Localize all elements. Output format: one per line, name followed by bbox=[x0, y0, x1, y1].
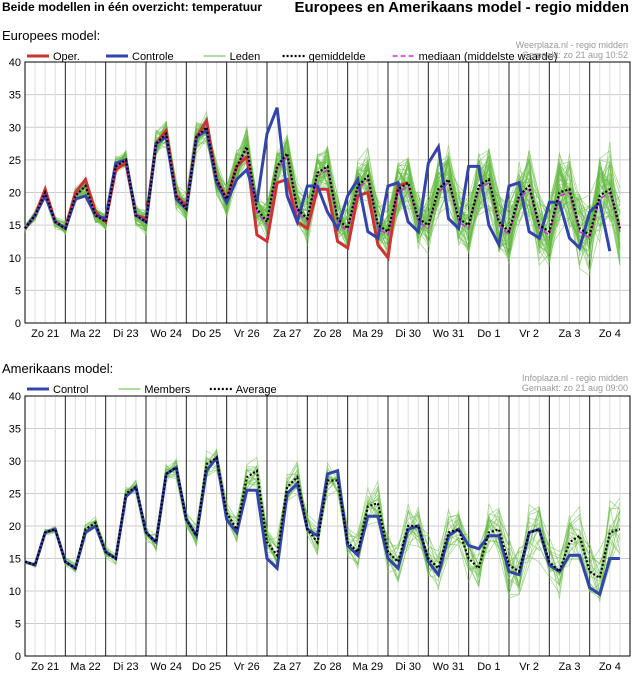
legend-label: Oper. bbox=[53, 51, 80, 63]
member-line bbox=[24, 458, 621, 591]
series-line-average bbox=[24, 455, 621, 580]
y-tick-label: 25 bbox=[9, 489, 21, 501]
x-tick-label: Ma 29 bbox=[353, 328, 384, 340]
x-tick-label: Zo 4 bbox=[599, 661, 621, 673]
y-tick-label: 10 bbox=[9, 586, 21, 598]
x-tick-label: Za 3 bbox=[558, 661, 580, 673]
legend-label: Leden bbox=[230, 51, 261, 63]
legend-label: Members bbox=[144, 384, 190, 396]
y-tick-label: 40 bbox=[9, 57, 21, 69]
x-tick-label: Di 23 bbox=[113, 661, 139, 673]
x-tick-label: Zo 4 bbox=[599, 328, 621, 340]
y-tick-label: 15 bbox=[9, 554, 21, 566]
x-tick-label: Za 3 bbox=[558, 328, 580, 340]
x-tick-label: Za 27 bbox=[273, 328, 301, 340]
y-tick-label: 40 bbox=[9, 391, 21, 403]
legend-label: gemiddelde bbox=[309, 51, 366, 63]
member-line bbox=[24, 448, 621, 600]
y-tick-label: 20 bbox=[9, 521, 21, 533]
x-tick-label: Wo 31 bbox=[433, 328, 465, 340]
member-line bbox=[24, 460, 621, 590]
member-line bbox=[24, 125, 621, 267]
credit-made: Gemaakt: zo 21 aug 10:52 bbox=[522, 50, 628, 60]
plot-frame bbox=[24, 395, 631, 657]
x-tick-label: Wo 24 bbox=[150, 328, 182, 340]
legend-label: Controle bbox=[132, 51, 174, 63]
x-tick-label: Do 1 bbox=[477, 661, 500, 673]
x-tick-label: Di 30 bbox=[395, 661, 421, 673]
x-tick-label: Do 1 bbox=[477, 328, 500, 340]
member-line bbox=[24, 456, 621, 588]
x-tick-label: Do 25 bbox=[192, 661, 221, 673]
y-tick-label: 20 bbox=[9, 188, 21, 200]
member-line bbox=[24, 464, 621, 594]
plot-frame bbox=[24, 61, 631, 324]
credit-source: Infoplaza.nl - regio midden bbox=[522, 373, 628, 383]
x-tick-label: Vr 2 bbox=[519, 661, 539, 673]
series-line-median bbox=[24, 125, 621, 240]
y-tick-label: 0 bbox=[15, 651, 21, 663]
y-tick-label: 25 bbox=[9, 155, 21, 167]
y-tick-label: 35 bbox=[9, 90, 21, 102]
y-tick-label: 0 bbox=[15, 318, 21, 330]
x-tick-label: Di 23 bbox=[113, 328, 139, 340]
x-tick-label: Ma 22 bbox=[70, 661, 101, 673]
x-tick-label: Vr 26 bbox=[234, 328, 260, 340]
x-tick-label: Ma 22 bbox=[70, 328, 101, 340]
x-tick-label: Wo 31 bbox=[433, 661, 465, 673]
member-line bbox=[24, 461, 621, 596]
member-line bbox=[24, 121, 621, 260]
legend-label: Control bbox=[53, 384, 88, 396]
x-tick-label: Do 25 bbox=[192, 328, 221, 340]
x-tick-label: Vr 2 bbox=[519, 328, 539, 340]
member-line bbox=[24, 469, 621, 599]
member-line bbox=[24, 458, 621, 595]
page-title-left: Beide modellen in één overzicht: tempera… bbox=[2, 0, 263, 14]
legend-label: Average bbox=[236, 384, 277, 396]
x-tick-label: Za 27 bbox=[273, 661, 301, 673]
x-tick-label: Zo 28 bbox=[313, 661, 341, 673]
y-tick-label: 5 bbox=[15, 619, 21, 631]
y-tick-label: 10 bbox=[9, 253, 21, 265]
x-tick-label: Zo 21 bbox=[31, 328, 59, 340]
member-line bbox=[24, 450, 621, 593]
x-tick-label: Di 30 bbox=[395, 328, 421, 340]
credit-made: Gemaakt: zo 21 aug 09:00 bbox=[522, 383, 628, 393]
y-tick-label: 15 bbox=[9, 220, 21, 232]
member-line bbox=[24, 455, 620, 603]
x-tick-label: Wo 24 bbox=[150, 661, 182, 673]
member-line bbox=[24, 449, 621, 600]
x-tick-label: Zo 21 bbox=[31, 661, 59, 673]
page-title-right: Europees en Amerikaans model - regio mid… bbox=[294, 0, 629, 16]
x-tick-label: Zo 28 bbox=[313, 328, 341, 340]
x-tick-label: Ma 29 bbox=[353, 661, 384, 673]
legend-label: mediaan (middelste waarde) bbox=[419, 51, 558, 63]
y-tick-label: 30 bbox=[9, 122, 21, 134]
series-line-mean bbox=[24, 125, 621, 237]
american-section-title: Amerikaans model: bbox=[2, 361, 114, 376]
y-tick-label: 5 bbox=[15, 285, 21, 297]
member-line bbox=[24, 450, 621, 595]
y-tick-label: 30 bbox=[9, 456, 21, 468]
credit-source: Weerplaza.nl - regio midden bbox=[516, 40, 628, 50]
y-tick-label: 35 bbox=[9, 424, 21, 436]
european-section-title: Europees model: bbox=[2, 28, 101, 43]
x-tick-label: Vr 26 bbox=[234, 661, 260, 673]
